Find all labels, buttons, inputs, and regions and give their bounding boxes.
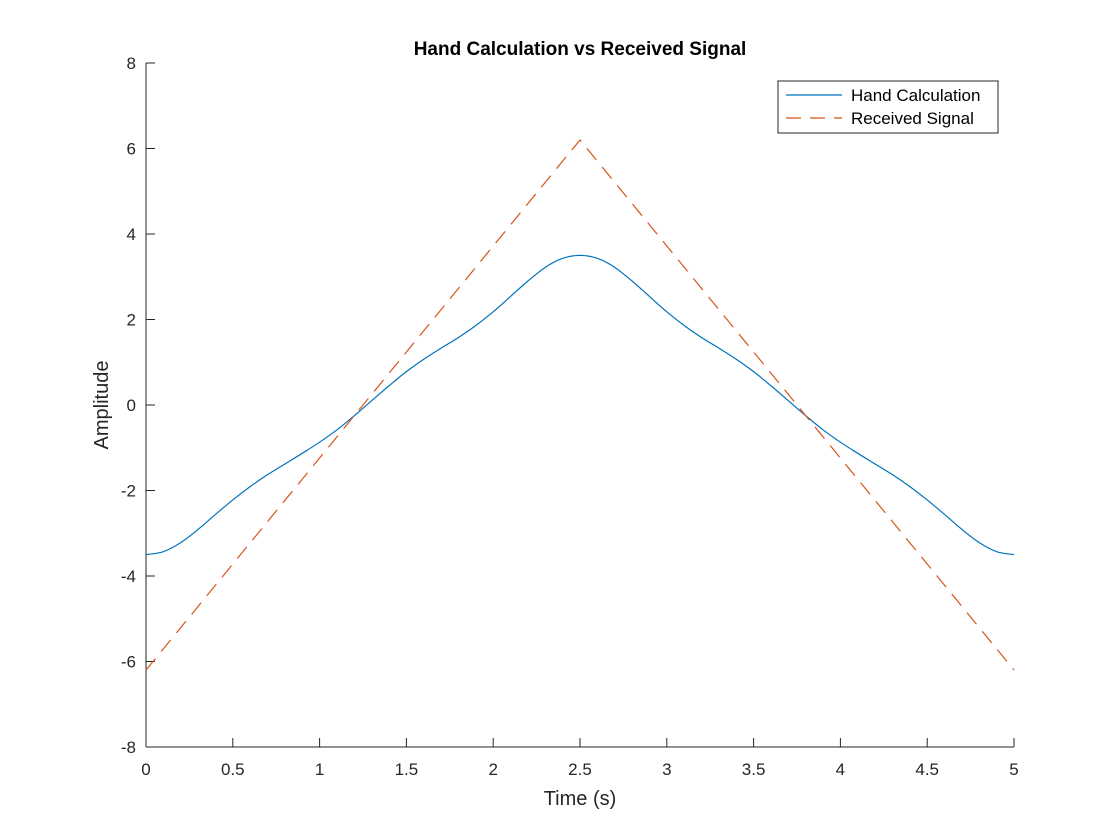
series-line-received-signal [145, 139, 1015, 671]
x-tick-label: 1.5 [395, 760, 419, 779]
x-axis-label: Time (s) [544, 788, 617, 810]
x-tick-label: 0.5 [221, 760, 245, 779]
y-tick-label: 0 [127, 396, 136, 415]
y-tick-label: 6 [127, 140, 136, 159]
legend-label-received-signal: Received Signal [851, 109, 974, 128]
legend: Hand Calculation Received Signal [777, 80, 999, 134]
y-tick-label: -6 [121, 653, 136, 672]
legend-label-hand-calculation: Hand Calculation [851, 86, 980, 105]
x-tick-label: 4 [836, 760, 845, 779]
x-tick-label: 2 [488, 760, 497, 779]
axes: 0 0.5 1 1.5 2 2.5 3 3.5 4 4.5 5 -8 -6 -4 -2 0 2 4 6 8 [121, 54, 1019, 779]
y-tick-label: 2 [127, 311, 136, 330]
y-tick-label: -4 [121, 567, 136, 586]
x-tick-label: 0 [141, 760, 150, 779]
y-axis-label: Amplitude [91, 361, 113, 450]
x-tick-label: 2.5 [568, 760, 592, 779]
y-tick-label: 4 [127, 225, 136, 244]
x-tick-label: 1 [315, 760, 324, 779]
y-tick-label: -8 [121, 738, 136, 757]
legend-box [777, 80, 999, 134]
y-tick-label: -2 [121, 482, 136, 501]
x-tick-label: 4.5 [915, 760, 939, 779]
x-tick-label: 3.5 [742, 760, 766, 779]
y-ticks: -8 -6 -4 -2 0 2 4 6 8 [121, 54, 155, 757]
chart-title: Hand Calculation vs Received Signal [414, 39, 747, 60]
series-line-hand-calculation [145, 254, 1015, 556]
x-tick-label: 5 [1009, 760, 1018, 779]
series-group [145, 139, 1015, 671]
x-ticks: 0 0.5 1 1.5 2 2.5 3 3.5 4 4.5 5 [141, 738, 1019, 779]
y-tick-label: 8 [127, 54, 136, 73]
x-tick-label: 3 [662, 760, 671, 779]
